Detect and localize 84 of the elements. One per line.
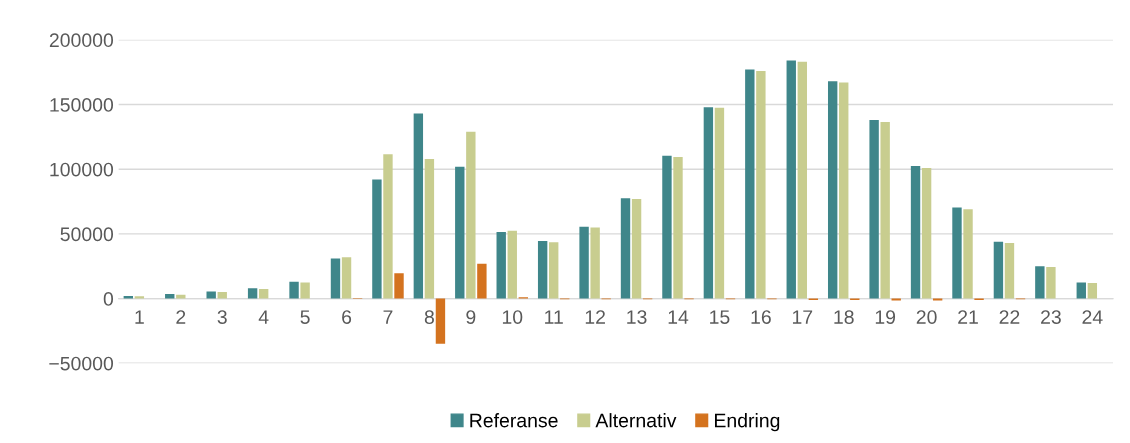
bar (176, 294, 186, 299)
bar (507, 230, 517, 299)
bar (590, 227, 600, 299)
bar (579, 226, 589, 299)
bar (1046, 266, 1056, 299)
x-tick-label: 14 (668, 310, 689, 324)
x-tick-label: 6 (342, 310, 352, 324)
x-tick-label: 2 (176, 310, 186, 324)
x-tick-label: 5 (300, 310, 310, 324)
x-tick-label: 20 (916, 310, 937, 324)
x-tick-label: 11 (545, 310, 563, 324)
bar (673, 156, 683, 299)
bar (496, 231, 506, 299)
y-tick-label: 0 (103, 292, 114, 306)
y-tick-label: 200000 (49, 33, 114, 48)
y-tick-label: 150000 (50, 98, 114, 112)
x-tick-label: 24 (1082, 310, 1103, 324)
bar (1076, 282, 1086, 299)
bar (383, 154, 393, 299)
bar (1004, 242, 1015, 299)
x-tick-label: 13 (627, 310, 647, 324)
bar (993, 241, 1004, 299)
bar (435, 298, 446, 344)
bar (703, 107, 714, 299)
bar (714, 107, 725, 299)
bar (455, 166, 465, 299)
bar (745, 69, 755, 299)
bar (1087, 283, 1098, 299)
bar (631, 198, 642, 299)
bar (756, 70, 766, 299)
bar (620, 198, 631, 299)
legend-label: Alternativ (595, 413, 677, 428)
bar (165, 294, 175, 299)
bar (839, 82, 849, 299)
x-tick-label: 10 (502, 310, 523, 324)
bar (123, 295, 134, 299)
x-tick-label: 12 (585, 310, 605, 324)
bar (880, 122, 890, 299)
bar (537, 241, 548, 299)
bar (413, 113, 424, 299)
bar (910, 165, 921, 299)
bar (477, 263, 487, 299)
x-tick-label: 21 (958, 310, 978, 324)
x-tick-label: 17 (792, 310, 813, 324)
bar (206, 291, 216, 299)
bar (797, 61, 807, 299)
x-tick-label: 8 (424, 310, 434, 324)
x-tick-label: 4 (258, 310, 269, 324)
bar (786, 60, 796, 299)
bar (300, 282, 310, 299)
bar (330, 258, 341, 299)
bar (952, 207, 962, 299)
x-tick-label: 3 (217, 310, 227, 324)
bar (394, 273, 404, 299)
x-tick-label: 1 (135, 310, 144, 324)
y-tick-label: 100000 (50, 162, 114, 177)
bar (289, 281, 299, 299)
x-tick-label: 15 (710, 310, 730, 324)
x-tick-label: 9 (466, 310, 476, 324)
bar (963, 209, 973, 299)
x-tick-label: 18 (834, 310, 854, 324)
bar (247, 288, 258, 299)
bar (662, 155, 672, 299)
bar (134, 296, 145, 299)
x-tick-label: 19 (875, 310, 896, 324)
bar (869, 120, 879, 299)
bar (827, 81, 838, 299)
bar (1035, 266, 1045, 299)
x-tick-label: 16 (751, 310, 771, 324)
bar (549, 242, 559, 299)
legend-label: Endring (715, 413, 780, 432)
bar (217, 292, 227, 299)
bar (341, 257, 352, 299)
bar (921, 167, 932, 299)
x-tick-label: 22 (999, 310, 1020, 324)
legend-label: Referanse (470, 413, 558, 428)
y-tick-label: 50000 (60, 227, 114, 242)
bar (372, 179, 382, 299)
bar (258, 288, 269, 299)
bar (424, 158, 435, 299)
bar (466, 131, 476, 299)
y-tick-label: −50000 (49, 356, 114, 371)
x-tick-label: 7 (383, 310, 393, 324)
x-tick-label: 23 (1041, 310, 1061, 324)
